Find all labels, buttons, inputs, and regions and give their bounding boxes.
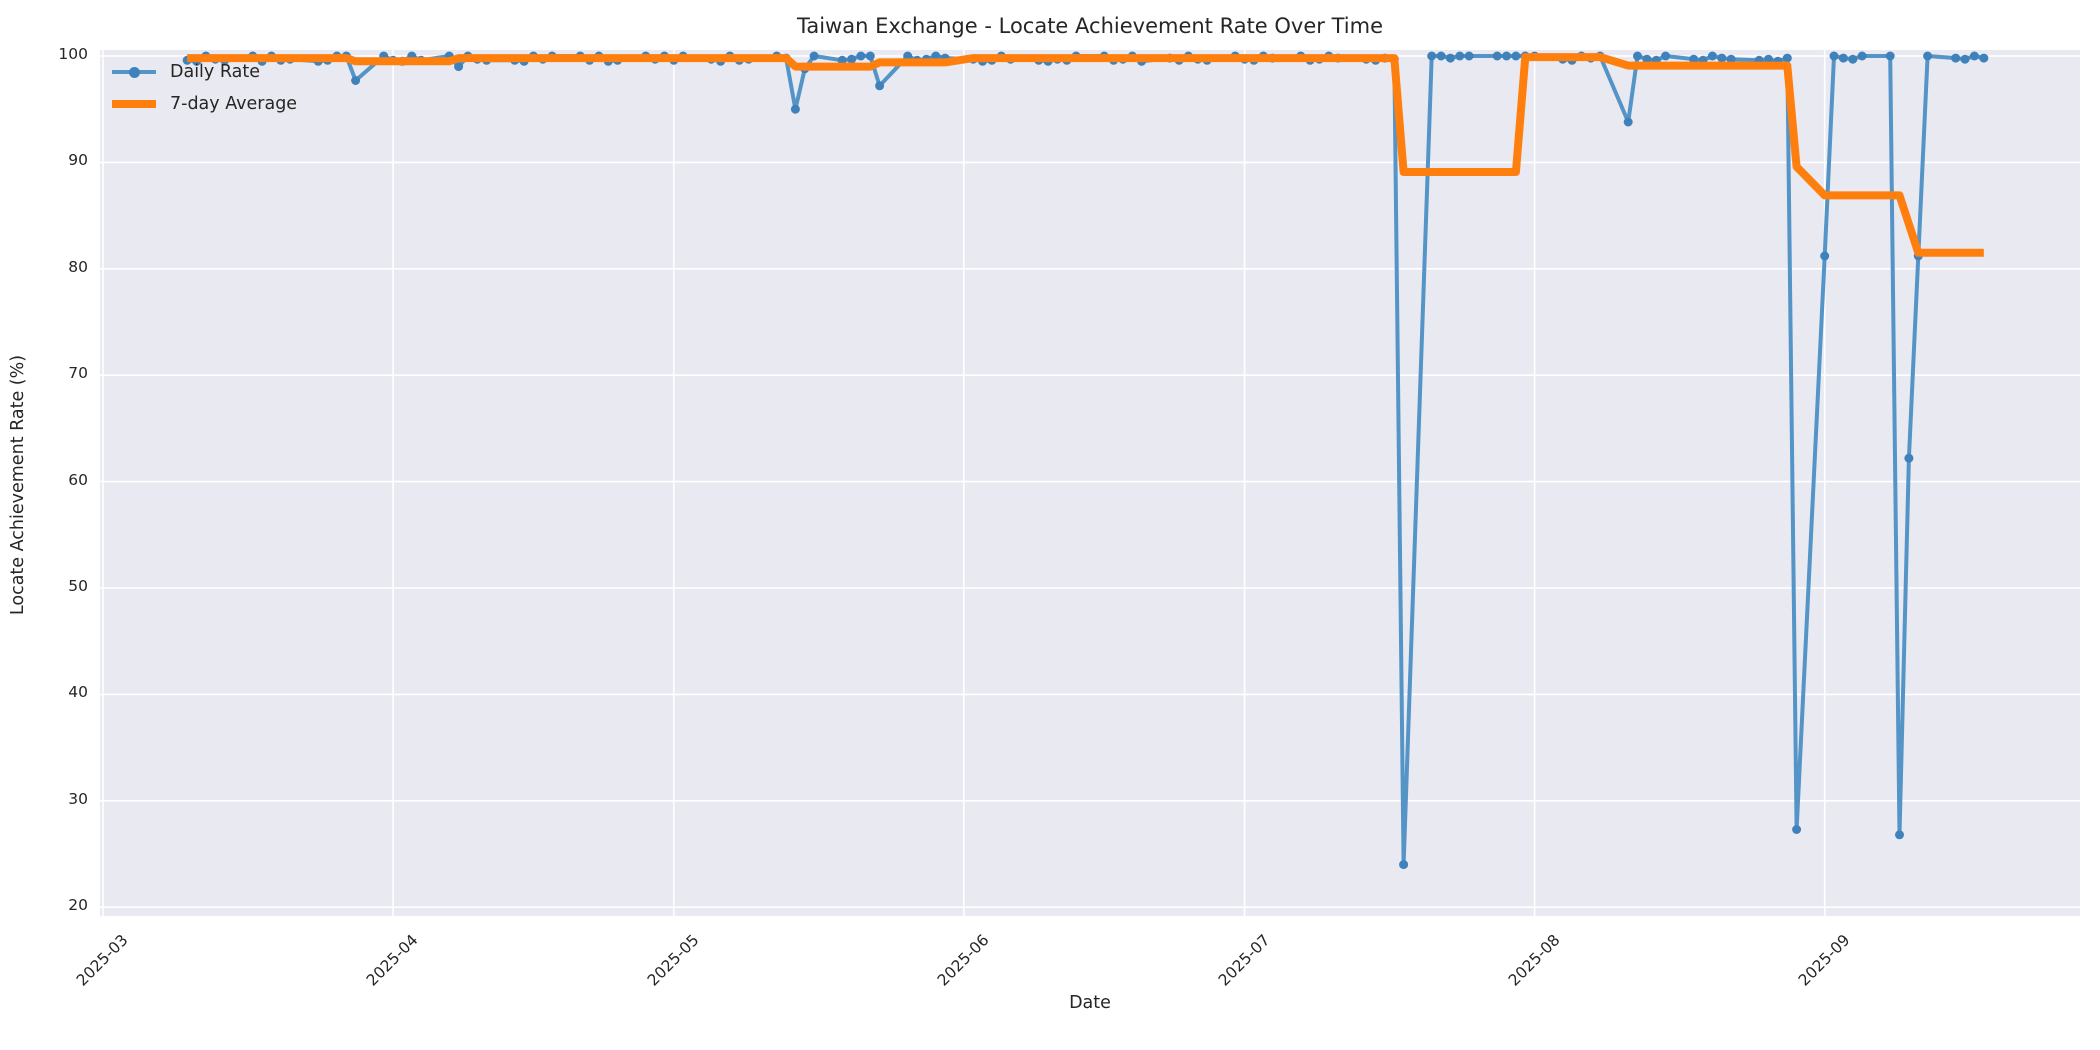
legend-item-7day-average: 7-day Average	[112, 94, 297, 114]
avg-line-swatch-icon	[112, 98, 156, 110]
legend-label-daily-rate: Daily Rate	[170, 62, 260, 82]
daily-rate-line-swatch-icon	[112, 66, 156, 78]
legend-label-7day-average: 7-day Average	[170, 94, 298, 114]
x-axis-label: Date	[1069, 993, 1111, 1013]
chart-title: Taiwan Exchange - Locate Achievement Rat…	[796, 14, 1383, 38]
legend-item-daily-rate: Daily Rate	[112, 62, 297, 82]
y-axis-label: Locate Achievement Rate (%)	[8, 354, 28, 616]
legend: Daily Rate 7-day Average	[112, 62, 297, 114]
